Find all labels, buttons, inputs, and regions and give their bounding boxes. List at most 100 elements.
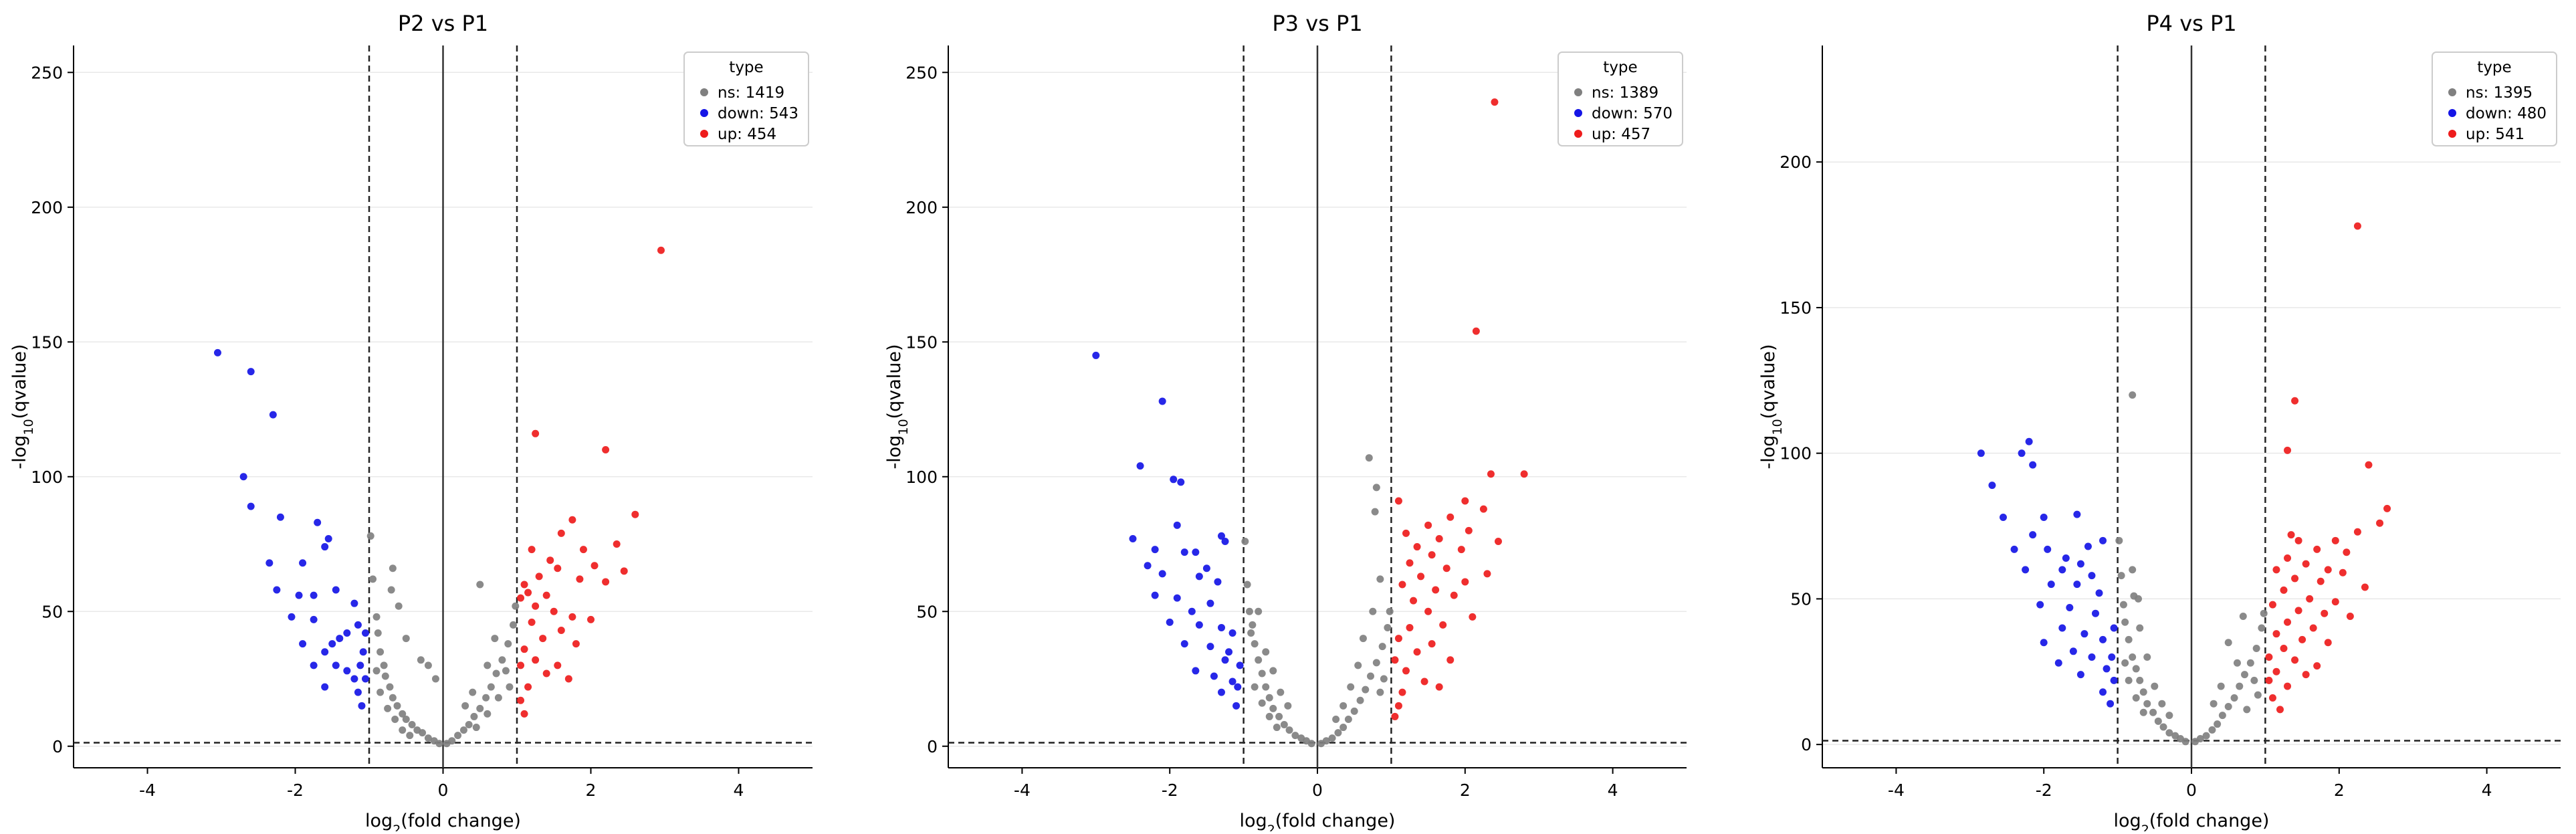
point-down	[350, 675, 358, 683]
legend-box	[1558, 51, 1683, 146]
point-ns	[386, 683, 394, 691]
point-down	[1180, 548, 1188, 556]
point-ns	[2208, 726, 2216, 734]
point-down	[2010, 545, 2018, 553]
point-up	[557, 626, 565, 634]
point-ns	[506, 683, 514, 691]
point-up	[568, 516, 576, 524]
point-up	[2346, 613, 2354, 621]
point-up	[1479, 505, 1487, 513]
legend-box	[683, 51, 809, 146]
legend-marker	[1574, 88, 1582, 96]
point-up	[532, 656, 540, 664]
point-ns	[431, 675, 439, 683]
x-tick-label: 4	[734, 780, 744, 800]
x-tick-label: -4	[1014, 780, 1031, 800]
point-up	[1465, 526, 1473, 534]
point-ns	[372, 613, 381, 621]
point-down	[2025, 437, 2033, 445]
point-up	[554, 661, 562, 669]
point-ns	[1372, 484, 1380, 492]
x-tick-label: -2	[1162, 780, 1178, 800]
y-tick-label: 100	[1780, 444, 1812, 463]
point-up	[557, 529, 565, 537]
point-down	[361, 675, 369, 683]
point-up	[1413, 648, 1421, 656]
point-ns	[459, 726, 467, 734]
point-down	[2073, 510, 2081, 518]
point-ns	[1384, 623, 1392, 631]
point-up	[613, 540, 621, 548]
point-down	[358, 702, 366, 710]
point-down	[1151, 591, 1159, 599]
point-down	[1129, 534, 1137, 542]
point-down	[1144, 562, 1152, 570]
point-up	[1428, 640, 1436, 648]
point-down	[1999, 513, 2007, 521]
legend-label: up: 541	[2466, 126, 2525, 143]
point-ns	[1354, 661, 1362, 669]
point-down	[1166, 618, 1174, 626]
point-down	[2091, 609, 2099, 617]
point-ns	[1265, 694, 1273, 702]
point-up	[2302, 671, 2310, 679]
point-ns	[2258, 624, 2266, 632]
point-up	[579, 546, 587, 554]
point-down	[359, 648, 367, 656]
y-tick-label: 250	[905, 63, 938, 82]
point-up	[2284, 446, 2292, 454]
point-up	[2291, 656, 2299, 664]
point-ns	[2236, 682, 2244, 690]
x-axis-label-subscript: 2	[2141, 823, 2149, 831]
point-down	[1206, 599, 1214, 607]
point-down	[1158, 397, 1166, 405]
legend-title: type	[2477, 59, 2511, 76]
point-up	[1461, 578, 1469, 586]
point-down	[321, 543, 329, 551]
point-down	[2088, 572, 2096, 580]
point-ns	[2135, 595, 2143, 603]
point-down	[2107, 700, 2115, 708]
point-down	[1173, 594, 1181, 602]
point-down	[276, 513, 284, 521]
point-down	[2110, 624, 2118, 632]
point-ns	[1277, 688, 1285, 696]
x-axis-label-suffix: (fold change)	[1275, 811, 1396, 831]
point-ns	[461, 702, 469, 710]
point-ns	[1249, 621, 1257, 629]
point-up	[2376, 519, 2384, 527]
point-up	[535, 572, 543, 581]
point-up	[2309, 624, 2317, 632]
point-ns	[2250, 676, 2258, 684]
point-ns	[1280, 721, 1288, 729]
point-down	[2047, 581, 2055, 589]
point-ns	[2210, 700, 2218, 708]
point-up	[1402, 667, 1410, 675]
point-down	[2058, 624, 2066, 632]
point-ns	[1369, 607, 1377, 615]
point-up	[1406, 623, 1414, 631]
point-ns	[1322, 737, 1330, 745]
point-up	[528, 618, 536, 626]
point-ns	[484, 710, 492, 718]
y-axis-label-prefix: -log	[884, 435, 905, 470]
point-up	[564, 675, 572, 683]
point-down	[2088, 653, 2096, 661]
point-ns	[2165, 712, 2173, 720]
point-ns	[2149, 708, 2157, 716]
point-up	[1494, 537, 1502, 545]
point-ns	[2139, 688, 2147, 696]
point-ns	[2136, 676, 2144, 684]
point-ns	[1255, 656, 1263, 664]
point-up	[532, 602, 540, 610]
point-up	[1417, 572, 1425, 581]
point-down	[247, 502, 255, 510]
point-ns	[417, 656, 425, 664]
point-up	[2268, 694, 2276, 702]
point-up	[520, 710, 528, 718]
x-axis-label-subscript: 2	[393, 823, 401, 831]
point-ns	[1372, 659, 1380, 667]
point-ns	[476, 704, 484, 712]
point-down	[356, 661, 364, 669]
point-up	[2306, 595, 2314, 603]
